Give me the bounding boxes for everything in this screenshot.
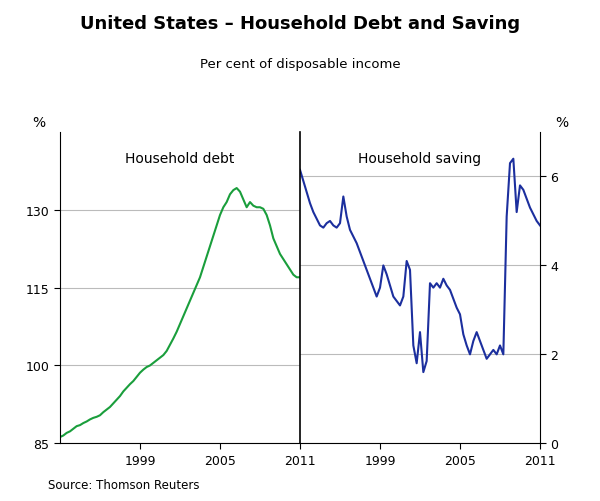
Text: Household debt: Household debt [125,151,235,165]
Text: Source: Thomson Reuters: Source: Thomson Reuters [48,478,199,491]
Text: %: % [555,116,568,130]
Text: Household saving: Household saving [358,151,482,165]
Text: Per cent of disposable income: Per cent of disposable income [200,58,400,71]
Text: United States – Household Debt and Saving: United States – Household Debt and Savin… [80,15,520,33]
Text: %: % [32,116,45,130]
